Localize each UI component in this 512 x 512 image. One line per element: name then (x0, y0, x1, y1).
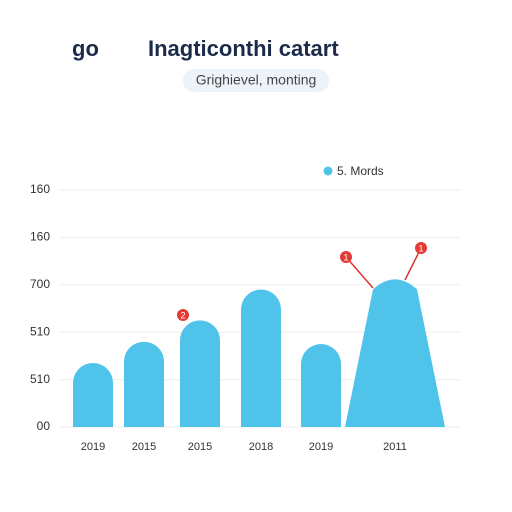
bar (301, 344, 341, 427)
subtitle-pill (183, 69, 329, 92)
bar (241, 289, 281, 427)
bar (180, 320, 220, 427)
annotation: 1 (343, 252, 348, 262)
bar (124, 341, 164, 427)
x-tick-label: 2019 (309, 441, 333, 453)
annotation-line (345, 256, 374, 289)
y-tick-label: 160 (30, 230, 50, 244)
legend-swatch (323, 166, 333, 176)
annotation-dot (415, 242, 427, 254)
x-tick-label: 2019 (81, 441, 105, 453)
x-tick-label: 2015 (188, 441, 212, 453)
brand: go (72, 36, 99, 61)
chart-title: Inagticonthi catart (148, 36, 339, 61)
subtitle: Grighievel, monting (196, 72, 317, 88)
annotation: 2 (180, 310, 185, 320)
y-tick-label: 510 (30, 324, 50, 338)
x-tick-label: 2015 (132, 441, 156, 453)
x-tick-label: 2011 (383, 441, 407, 453)
y-tick-label: 160 (30, 182, 50, 196)
annotation-dot (340, 251, 352, 263)
annotation-dot (177, 309, 189, 321)
bar (73, 363, 113, 427)
bar (345, 279, 445, 427)
annotation: 1 (418, 243, 423, 253)
legend-label: 5. Mords (337, 164, 384, 178)
y-tick-label: 00 (37, 419, 51, 433)
y-tick-label: 700 (30, 277, 50, 291)
y-tick-label: 510 (30, 372, 50, 386)
x-tick-label: 2018 (249, 441, 273, 453)
